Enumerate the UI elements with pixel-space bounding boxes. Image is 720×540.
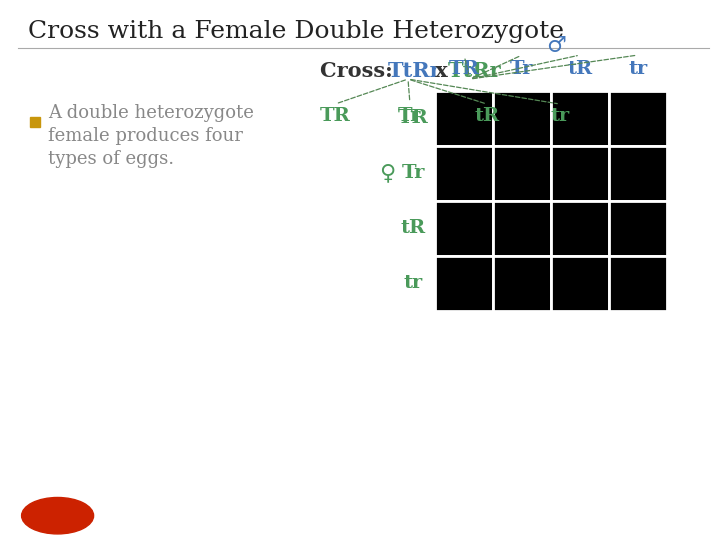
Bar: [551, 91, 609, 146]
Bar: [435, 91, 493, 146]
Text: types of eggs.: types of eggs.: [48, 150, 174, 168]
Bar: [609, 256, 667, 311]
Bar: [493, 91, 551, 146]
Bar: [435, 201, 493, 256]
Text: TtRr: TtRr: [388, 61, 441, 81]
Bar: [493, 146, 551, 201]
Text: TR: TR: [449, 60, 480, 78]
Bar: [609, 91, 667, 146]
Bar: [493, 201, 551, 256]
Bar: [493, 256, 551, 311]
Bar: [551, 256, 609, 311]
Text: Tr: Tr: [401, 164, 425, 182]
Text: Cross with a Female Double Heterozygote: Cross with a Female Double Heterozygote: [28, 19, 564, 43]
Bar: [609, 201, 667, 256]
Text: TR: TR: [320, 107, 351, 125]
Text: tR: tR: [567, 60, 593, 78]
Text: Cross:: Cross:: [320, 61, 400, 81]
Text: ♂: ♂: [546, 35, 566, 57]
Text: tr: tr: [403, 274, 423, 292]
Text: tR: tR: [400, 219, 426, 237]
Text: ♀: ♀: [379, 163, 395, 185]
Text: BioEd Online: BioEd Online: [122, 507, 243, 525]
Text: tr: tr: [629, 60, 647, 78]
Text: Tr: Tr: [398, 107, 422, 125]
Text: TR: TR: [397, 109, 428, 127]
Bar: [551, 146, 609, 201]
Bar: [435, 256, 493, 311]
Bar: [30, 117, 40, 127]
Text: Tr: Tr: [510, 60, 534, 78]
Text: tr: tr: [550, 107, 570, 125]
Bar: [551, 201, 609, 256]
Ellipse shape: [22, 497, 94, 534]
Bar: [435, 146, 493, 201]
Text: TtRr: TtRr: [448, 61, 502, 81]
Text: female produces four: female produces four: [48, 127, 243, 145]
Text: tR: tR: [474, 107, 500, 125]
Text: A double heterozygote: A double heterozygote: [48, 104, 254, 122]
Bar: [609, 146, 667, 201]
Text: x: x: [428, 61, 455, 81]
